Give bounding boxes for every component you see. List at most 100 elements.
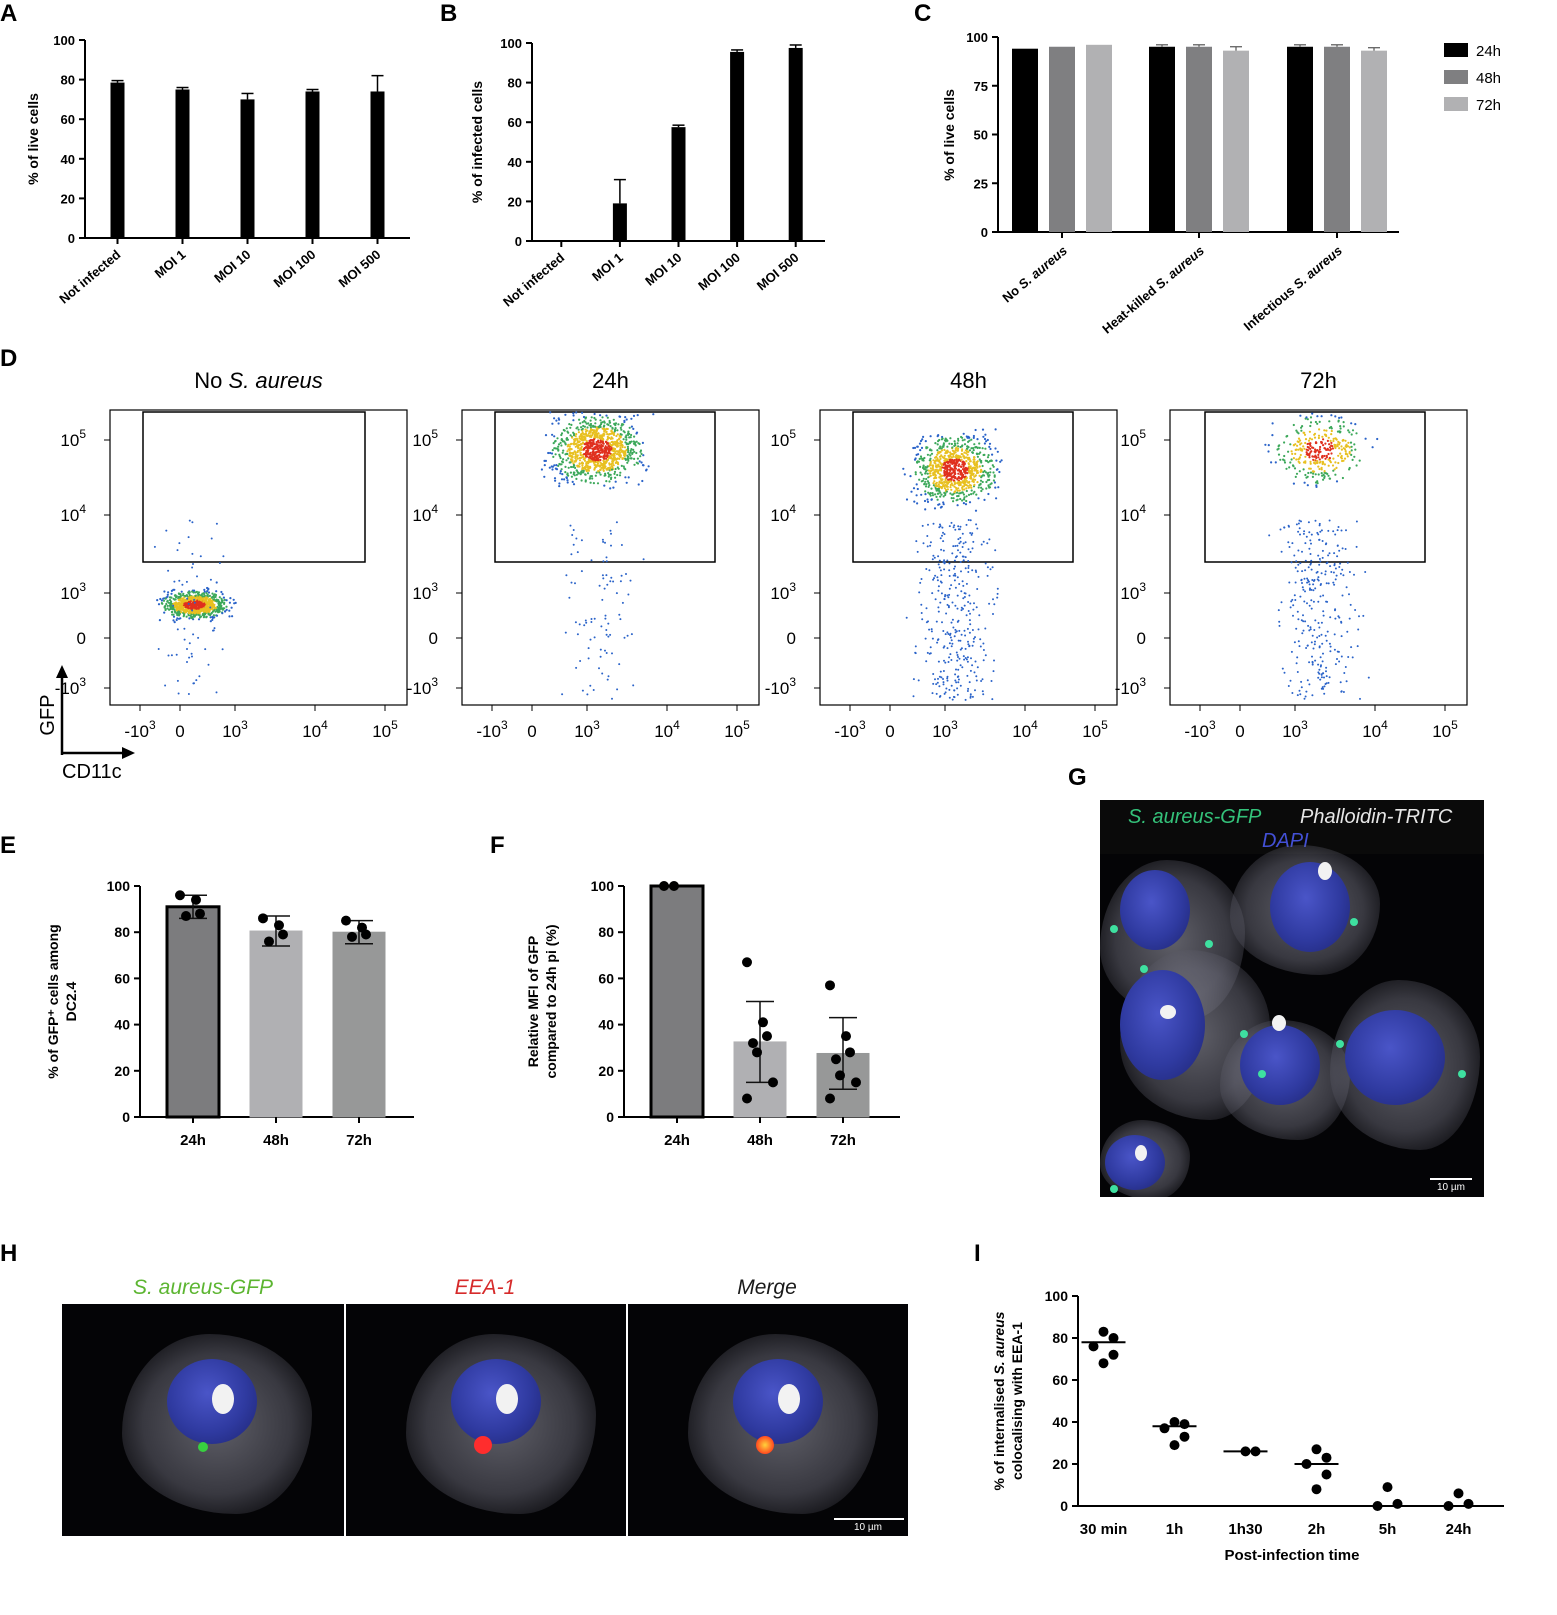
data-point — [659, 881, 669, 891]
y-tick-label: 0 — [429, 629, 438, 648]
event-dot — [1314, 519, 1317, 522]
event-dot — [583, 446, 586, 450]
event-dot — [603, 430, 606, 433]
event-dot — [1305, 535, 1308, 538]
event-dot — [963, 471, 966, 474]
event-dot — [1338, 660, 1341, 663]
event-dot — [967, 560, 970, 562]
event-dot — [1299, 693, 1302, 696]
event-dot — [1310, 641, 1313, 644]
event-dot — [931, 492, 934, 495]
event-dot — [943, 692, 946, 695]
event-dot — [622, 423, 625, 426]
event-dot — [925, 446, 928, 449]
event-dot — [927, 476, 930, 479]
event-dot — [926, 480, 930, 483]
event-dot — [578, 462, 581, 465]
event-dot — [963, 496, 966, 499]
y-tick-label: 20 — [61, 191, 75, 206]
event-dot — [942, 483, 945, 486]
event-dot — [1317, 676, 1320, 679]
event-dot — [572, 463, 576, 467]
event-dot — [1318, 645, 1321, 648]
event-dot — [934, 442, 937, 445]
event-dot — [616, 429, 619, 432]
event-dot — [1297, 530, 1300, 533]
event-dot — [167, 654, 170, 657]
event-dot — [1328, 552, 1331, 555]
event-dot — [952, 574, 955, 577]
event-dot — [593, 416, 596, 420]
event-dot — [954, 679, 957, 682]
event-dot — [618, 457, 621, 460]
event-dot — [937, 483, 940, 486]
event-dot — [170, 589, 173, 592]
event-dot — [940, 493, 943, 496]
event-dot — [960, 590, 963, 593]
event-dot — [963, 480, 966, 484]
event-dot — [959, 492, 962, 495]
event-dot — [968, 681, 971, 684]
event-dot — [185, 608, 188, 611]
event-dot — [1320, 572, 1323, 575]
event-dot — [574, 451, 577, 454]
event-dot — [589, 475, 592, 478]
bar — [612, 203, 627, 241]
event-dot — [919, 471, 922, 474]
x-tick-label: 1h30 — [1228, 1521, 1262, 1538]
event-dot — [170, 592, 173, 595]
event-dot — [192, 682, 195, 685]
event-dot — [1294, 475, 1297, 478]
event-dot — [967, 601, 970, 603]
event-dot — [1342, 459, 1345, 462]
y-tick-label: 103 — [60, 580, 86, 603]
event-dot — [598, 667, 600, 670]
event-dot — [553, 477, 557, 480]
event-dot — [932, 482, 935, 485]
event-dot — [1267, 450, 1270, 453]
event-dot — [937, 606, 940, 609]
event-dot — [1308, 629, 1311, 632]
event-dot — [1333, 445, 1336, 448]
event-dot — [1318, 626, 1321, 629]
event-dot — [187, 600, 191, 604]
y-tick-label: 40 — [598, 1017, 614, 1033]
event-dot — [559, 456, 562, 460]
event-dot — [181, 583, 184, 586]
scale-bar-label: 10 µm — [1437, 1182, 1465, 1193]
microscopy-image-h-eea1 — [346, 1304, 626, 1536]
event-dot — [559, 441, 562, 444]
event-dot — [617, 463, 620, 466]
event-dot — [973, 490, 976, 493]
event-dot — [949, 653, 952, 656]
event-dot — [1328, 456, 1331, 460]
event-dot — [570, 465, 573, 469]
event-dot — [1325, 666, 1328, 669]
event-dot — [936, 485, 939, 488]
event-dot — [1317, 453, 1320, 456]
event-dot — [1334, 415, 1337, 418]
y-tick-label: 60 — [598, 970, 614, 986]
event-dot — [1313, 455, 1316, 458]
event-dot — [939, 695, 942, 697]
event-dot — [965, 523, 968, 526]
event-dot — [583, 453, 586, 456]
event-dot — [1325, 675, 1328, 678]
event-dot — [944, 594, 947, 596]
event-dot — [948, 562, 951, 565]
bar — [649, 884, 705, 1119]
event-dot — [1278, 444, 1281, 447]
event-dot — [1297, 440, 1300, 444]
event-dot — [1304, 542, 1307, 545]
event-dot — [973, 478, 977, 481]
event-dot — [951, 484, 954, 487]
event-dot — [926, 651, 929, 654]
event-dot — [572, 431, 575, 434]
event-dot — [587, 447, 591, 450]
event-dot — [1344, 666, 1347, 668]
event-dot — [639, 450, 642, 453]
event-dot — [621, 601, 624, 604]
event-dot — [194, 609, 197, 612]
x-tick-label: Infectious S. aureus — [1241, 243, 1345, 334]
event-dot — [172, 604, 175, 607]
